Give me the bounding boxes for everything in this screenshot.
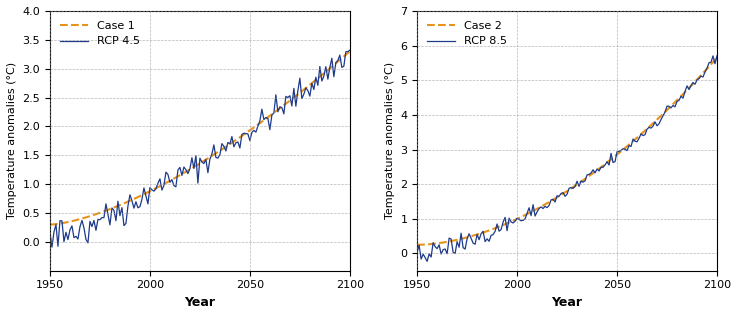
Legend: Case 2, RCP 8.5: Case 2, RCP 8.5 bbox=[423, 16, 511, 51]
RCP 8.5 bbox=[561, 194, 570, 198]
Case 2 bbox=[519, 214, 528, 218]
Case 2 bbox=[413, 243, 421, 247]
Case 1 bbox=[235, 135, 244, 139]
X-axis label: Year: Year bbox=[551, 296, 582, 309]
Line: RCP 8.5: RCP 8.5 bbox=[417, 56, 717, 261]
RCP 4.5 bbox=[47, 245, 56, 249]
Line: Case 2: Case 2 bbox=[417, 58, 717, 245]
RCP 8.5 bbox=[708, 54, 717, 58]
X-axis label: Year: Year bbox=[184, 296, 215, 309]
Case 1 bbox=[227, 141, 236, 145]
RCP 8.5 bbox=[520, 217, 529, 221]
Case 1 bbox=[339, 55, 348, 58]
RCP 4.5 bbox=[258, 107, 266, 111]
RCP 4.5 bbox=[230, 145, 238, 149]
RCP 8.5 bbox=[713, 54, 722, 58]
RCP 8.5 bbox=[596, 165, 605, 169]
RCP 4.5 bbox=[46, 231, 55, 234]
RCP 4.5 bbox=[238, 132, 246, 136]
Case 2 bbox=[623, 144, 632, 148]
Case 1 bbox=[46, 223, 55, 227]
Case 1 bbox=[345, 50, 354, 53]
Y-axis label: Temperature anomalies (°C): Temperature anomalies (°C) bbox=[7, 62, 17, 219]
RCP 8.5 bbox=[413, 250, 421, 254]
Case 2 bbox=[559, 192, 568, 196]
RCP 4.5 bbox=[342, 50, 351, 54]
RCP 8.5 bbox=[624, 144, 633, 148]
RCP 4.5 bbox=[193, 181, 202, 185]
Y-axis label: Temperature anomalies (°C): Temperature anomalies (°C) bbox=[384, 62, 395, 219]
Case 2 bbox=[713, 56, 722, 60]
Case 1 bbox=[151, 186, 160, 190]
Case 1 bbox=[255, 121, 264, 125]
RCP 4.5 bbox=[345, 48, 354, 52]
RCP 8.5 bbox=[604, 163, 613, 167]
Case 2 bbox=[706, 63, 715, 66]
Line: Case 1: Case 1 bbox=[50, 52, 350, 225]
Case 2 bbox=[595, 167, 604, 171]
Case 2 bbox=[603, 161, 612, 164]
RCP 8.5 bbox=[423, 259, 432, 263]
Legend: Case 1, RCP 4.5: Case 1, RCP 4.5 bbox=[55, 16, 144, 51]
RCP 4.5 bbox=[154, 181, 162, 185]
Line: RCP 4.5: RCP 4.5 bbox=[50, 50, 350, 247]
Case 1 bbox=[191, 164, 200, 168]
